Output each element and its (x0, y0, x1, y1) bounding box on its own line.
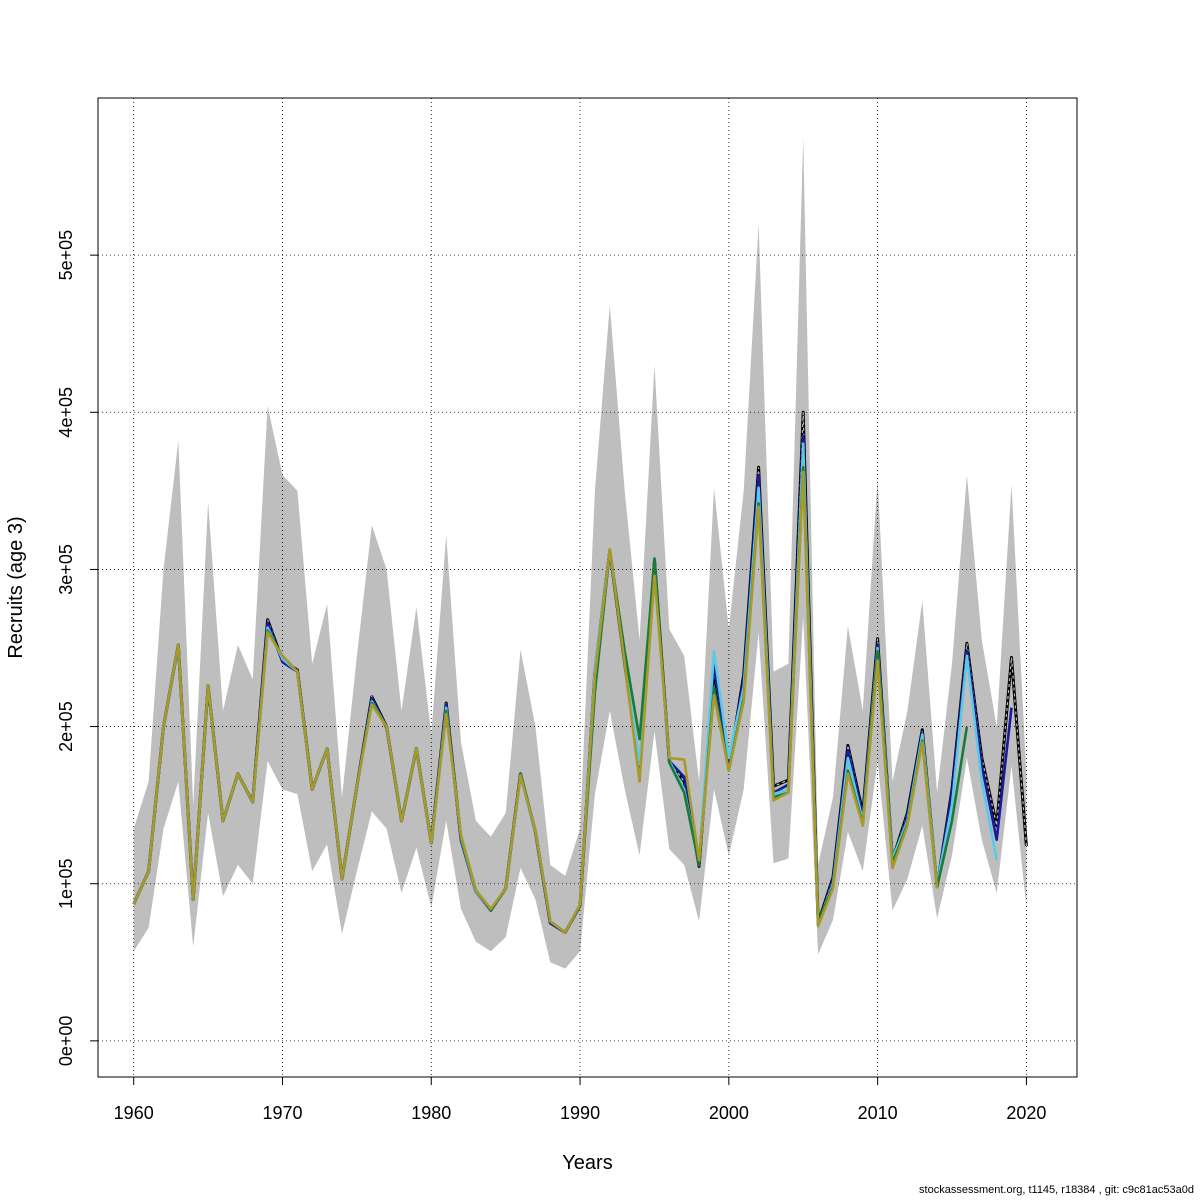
x-tick-label: 1980 (411, 1103, 451, 1123)
y-tick-label: 2e+05 (56, 701, 76, 752)
x-tick-label: 1960 (114, 1103, 154, 1123)
y-tick-label: 0e+00 (56, 1016, 76, 1067)
plot-frame (97, 97, 1078, 1078)
confidence-ribbon-layer (133, 137, 1027, 969)
gridlines (98, 98, 1077, 1077)
x-tick-label: 2010 (858, 1103, 898, 1123)
y-tick-label: 1e+05 (56, 858, 76, 909)
x-tick-label: 2020 (1006, 1103, 1046, 1123)
y-tick-label: 5e+05 (56, 230, 76, 281)
y-tick-label: 3e+05 (56, 544, 76, 595)
x-axis: 1960 1970 1980 1990 2000 2010 2020 (114, 1076, 1046, 1123)
footer-credit: stockassessment.org, t1145, r18384 , git… (919, 1184, 1194, 1196)
x-tick-label: 1990 (560, 1103, 600, 1123)
series-line-5 (132, 470, 939, 934)
confidence-ribbon (133, 137, 1027, 969)
y-tick-label: 4e+05 (56, 387, 76, 438)
y-axis: 0e+00 1e+05 2e+05 3e+05 4e+05 5e+05 (56, 230, 99, 1067)
y-axis-title: Recruits (age 3) (5, 516, 27, 658)
x-tick-label: 1970 (262, 1103, 302, 1123)
x-tick-label: 2000 (709, 1103, 749, 1123)
series-lines (132, 410, 1028, 934)
x-axis-title: Years (562, 1152, 612, 1174)
